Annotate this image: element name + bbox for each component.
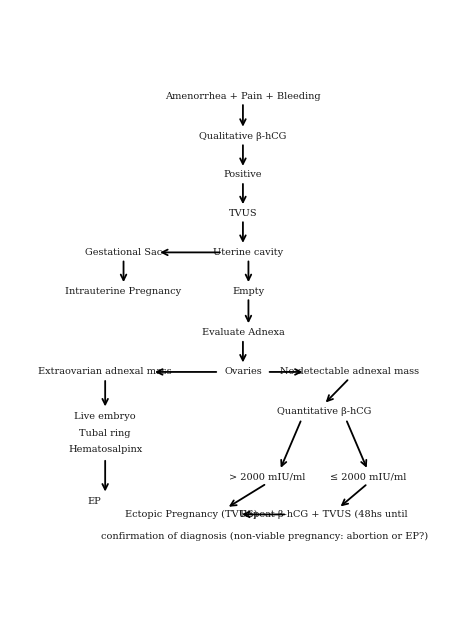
Text: Gestational Sac: Gestational Sac	[85, 248, 162, 257]
Text: ≤ 2000 mIU/ml: ≤ 2000 mIU/ml	[329, 473, 406, 482]
Text: Empty: Empty	[232, 287, 264, 296]
Text: Intrauterine Pregnancy: Intrauterine Pregnancy	[65, 287, 182, 296]
Text: confirmation of diagnosis (non-viable pregnancy: abortion or EP?): confirmation of diagnosis (non-viable pr…	[101, 532, 428, 542]
Text: EP: EP	[87, 497, 101, 505]
Text: No detectable adnexal mass: No detectable adnexal mass	[280, 368, 419, 376]
Text: Qualitative β-hCG: Qualitative β-hCG	[199, 132, 287, 141]
Text: Quantitative β-hCG: Quantitative β-hCG	[276, 407, 371, 416]
Text: Tubal ring: Tubal ring	[80, 428, 131, 438]
Text: Ectopic Pregnancy (TVUS): Ectopic Pregnancy (TVUS)	[125, 510, 258, 519]
Text: Evaluate Adnexa: Evaluate Adnexa	[201, 329, 284, 337]
Text: Hematosalpinx: Hematosalpinx	[68, 445, 142, 455]
Text: Uterine cavity: Uterine cavity	[213, 248, 283, 257]
Text: TVUS: TVUS	[228, 209, 257, 218]
Text: > 2000 mIU/ml: > 2000 mIU/ml	[228, 473, 305, 482]
Text: Live embryo: Live embryo	[74, 412, 136, 421]
Text: Extraovarian adnexal mass: Extraovarian adnexal mass	[38, 368, 172, 376]
Text: Ovaries: Ovaries	[224, 368, 262, 376]
Text: Amenorrhea + Pain + Bleeding: Amenorrhea + Pain + Bleeding	[165, 91, 321, 101]
Text: Positive: Positive	[224, 170, 262, 179]
Text: Repeat β-hCG + TVUS (48hs until: Repeat β-hCG + TVUS (48hs until	[240, 510, 408, 519]
